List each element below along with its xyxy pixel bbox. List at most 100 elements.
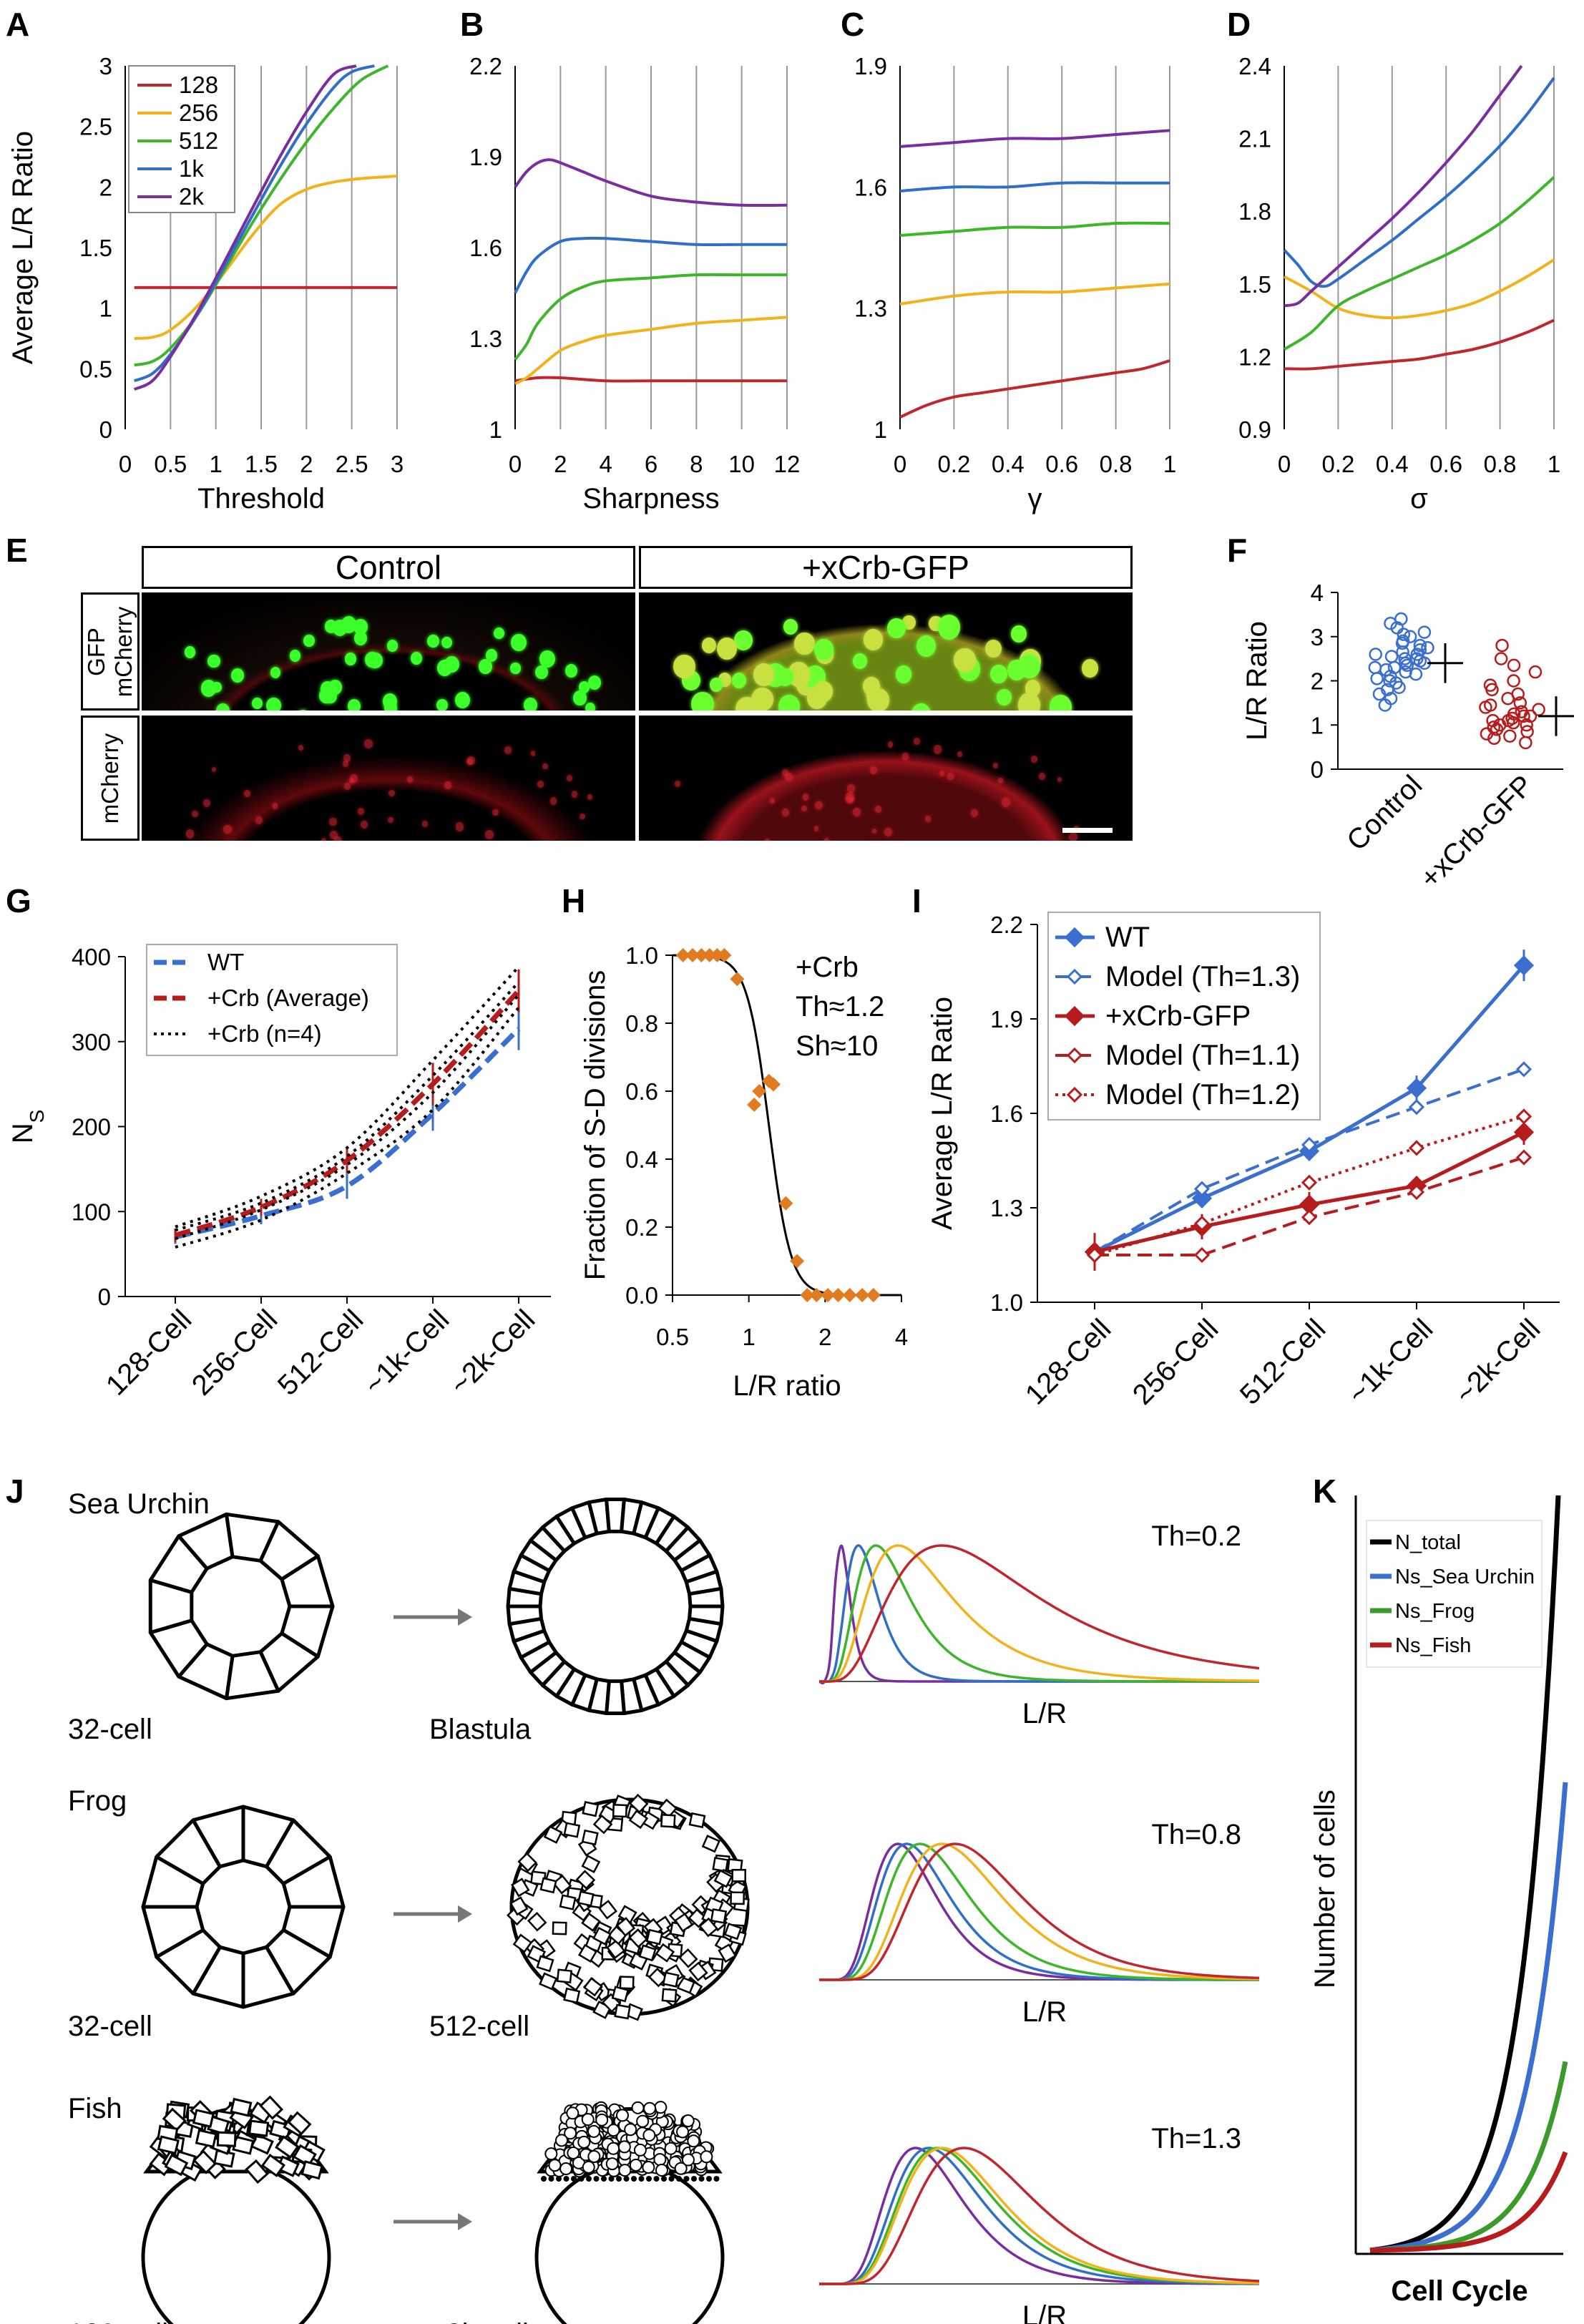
fish-128-cell-cell — [245, 2159, 269, 2184]
panel-i-xtick: 256-Cell — [1127, 1313, 1224, 1410]
fish-2k-cell-ysl-nucleus — [698, 2176, 705, 2182]
panel-g-ytick: 200 — [72, 1114, 111, 1141]
cell-nucleus — [266, 697, 281, 711]
cell-nucleus — [270, 667, 281, 678]
panel-c-chart: 0 0.2 0.4 0.6 0.8 1 1 1.3 1.6 1.9 γ — [854, 53, 1176, 514]
panel-i-marker — [1193, 1246, 1211, 1264]
micrograph-control-mcherry — [142, 716, 635, 841]
panel-b-series-128 — [514, 376, 787, 383]
cell-nucleus — [884, 827, 892, 837]
cell-nucleus — [427, 634, 439, 648]
panel-h-annotation-th: Th≈1.2 — [796, 991, 884, 1022]
panel-j-xlabel: L/R — [1022, 2300, 1067, 2324]
cell-nucleus — [997, 778, 1004, 784]
frog-512-cell — [539, 1972, 558, 1991]
cell-nucleus — [871, 829, 876, 834]
panel-h-ytick: 1.0 — [625, 942, 658, 969]
cell-nucleus — [984, 640, 1002, 658]
panel-c-ytick: 1.9 — [854, 53, 887, 79]
panel-j-distribution — [818, 1544, 1260, 1683]
panel-j-distribution — [819, 1842, 1260, 1981]
cell-nucleus — [343, 761, 349, 768]
panel-k-legend-box — [1366, 1520, 1543, 1668]
frog-512-cell — [718, 1943, 737, 1963]
fish-128-cell-cell — [248, 2119, 270, 2137]
cell-nucleus — [673, 654, 695, 679]
cell-nucleus — [778, 695, 801, 711]
cell-nucleus — [350, 774, 358, 783]
cell-nucleus — [367, 652, 383, 669]
frog-512-cell — [710, 1908, 728, 1924]
cell-nucleus — [913, 738, 920, 746]
panel-i-legend-label: Model (Th=1.2) — [1105, 1079, 1300, 1110]
panel-f-point-control — [1396, 634, 1410, 648]
fish-2k-cell-ysl-nucleus — [541, 2176, 547, 2182]
panel-f-point-control — [1413, 638, 1427, 653]
panel-j-stage-to-0: Blastula — [429, 1714, 532, 1745]
cell-nucleus — [802, 794, 809, 801]
panel-f-point-crb — [1520, 725, 1534, 738]
panel-j-distribution — [818, 1544, 1260, 1683]
panel-h-ytick: 0.4 — [625, 1146, 658, 1173]
panel-f-point-crb — [1507, 658, 1521, 673]
cell-nucleus — [361, 820, 368, 829]
fish-2k-cell-ysl-nucleus — [706, 2176, 712, 2182]
panel-c-series-2k — [899, 129, 1170, 148]
panel-f-point-crb — [1507, 707, 1521, 721]
fish-2k-cell-cell — [605, 2157, 619, 2171]
panel-a-ytick: 1 — [99, 296, 112, 322]
panel-d-series-256 — [1284, 258, 1555, 320]
panel-g-xtick: ~1k-Cell — [358, 1304, 456, 1401]
cell-nucleus — [1011, 625, 1027, 643]
fish-2k-cell-ysl-nucleus — [586, 2176, 592, 2182]
panel-g-series-2 — [175, 1006, 520, 1249]
panel-f-ylabel: L/R Ratio — [1241, 621, 1273, 741]
panel-b-chart: 0 2 4 6 8 10 12 1 1.3 1.6 1.9 2.2 Sharpness — [469, 53, 800, 514]
panel-e-label-mcherry: mCherry — [81, 716, 140, 841]
frog-512-cell — [512, 1933, 533, 1953]
fish-2k-cell-ysl-nucleus — [563, 2176, 569, 2182]
cell-nucleus — [937, 615, 960, 640]
cell-nucleus — [815, 801, 823, 810]
panel-i-legend-label: Model (Th=1.3) — [1105, 961, 1300, 992]
cell-nucleus — [887, 617, 906, 639]
frog-512-cell — [556, 1968, 573, 1983]
panel-g-ylabel: NS — [7, 1110, 48, 1144]
fish-2k-cell-cell — [567, 2146, 580, 2159]
panel-c-series-512 — [899, 221, 1170, 238]
frog-512-cell — [678, 1948, 698, 1968]
frog-512-cell — [536, 1955, 554, 1973]
panel-label-g: G — [6, 882, 31, 919]
panel-h-ytick: 0.0 — [625, 1282, 658, 1309]
fish-2k-cell-cell — [607, 2124, 620, 2137]
panel-b-series-1k — [514, 236, 787, 294]
cell-nucleus — [511, 633, 527, 651]
cell-nucleus — [353, 619, 368, 635]
panel-a-legend: 128 256 512 1k 2k — [128, 65, 235, 213]
panel-i-marker — [1513, 1122, 1535, 1143]
fish-128-cell-cell — [195, 2129, 217, 2148]
panel-b-xtick: 6 — [645, 451, 657, 477]
cell-nucleus — [230, 668, 244, 683]
panel-e-title-crb: +xCrb-GFP — [639, 546, 1133, 589]
panel-b-xtick: 10 — [728, 451, 755, 477]
panel-j-stage-to-2: ~2k-cell — [429, 2318, 529, 2324]
panel-j: Sea Urchin 32-cell Blastula Frog 32-cell 512-… — [68, 1488, 1260, 2324]
panel-f-ytick: 0 — [1311, 756, 1324, 783]
panel-h-point — [790, 1254, 805, 1269]
panel-f-point-control — [1369, 648, 1382, 661]
cell-nucleus — [192, 810, 198, 817]
fish-2k-cell-ysl-nucleus — [661, 2176, 667, 2182]
cell-nucleus — [357, 808, 364, 816]
fish-128-cell-yolk — [141, 2162, 331, 2324]
cell-nucleus — [1050, 695, 1072, 711]
panel-j-distribution — [819, 1842, 1260, 1981]
cell-nucleus — [990, 664, 1008, 684]
frog-512-cell — [701, 1835, 721, 1853]
cell-nucleus — [410, 652, 423, 665]
frog-512-cell — [583, 1977, 603, 1997]
fish-2k-cell-cell — [581, 2113, 595, 2127]
frog-512-cell — [628, 1928, 648, 1948]
panel-f-point-crb — [1513, 696, 1527, 710]
cell-nucleus — [735, 697, 758, 711]
